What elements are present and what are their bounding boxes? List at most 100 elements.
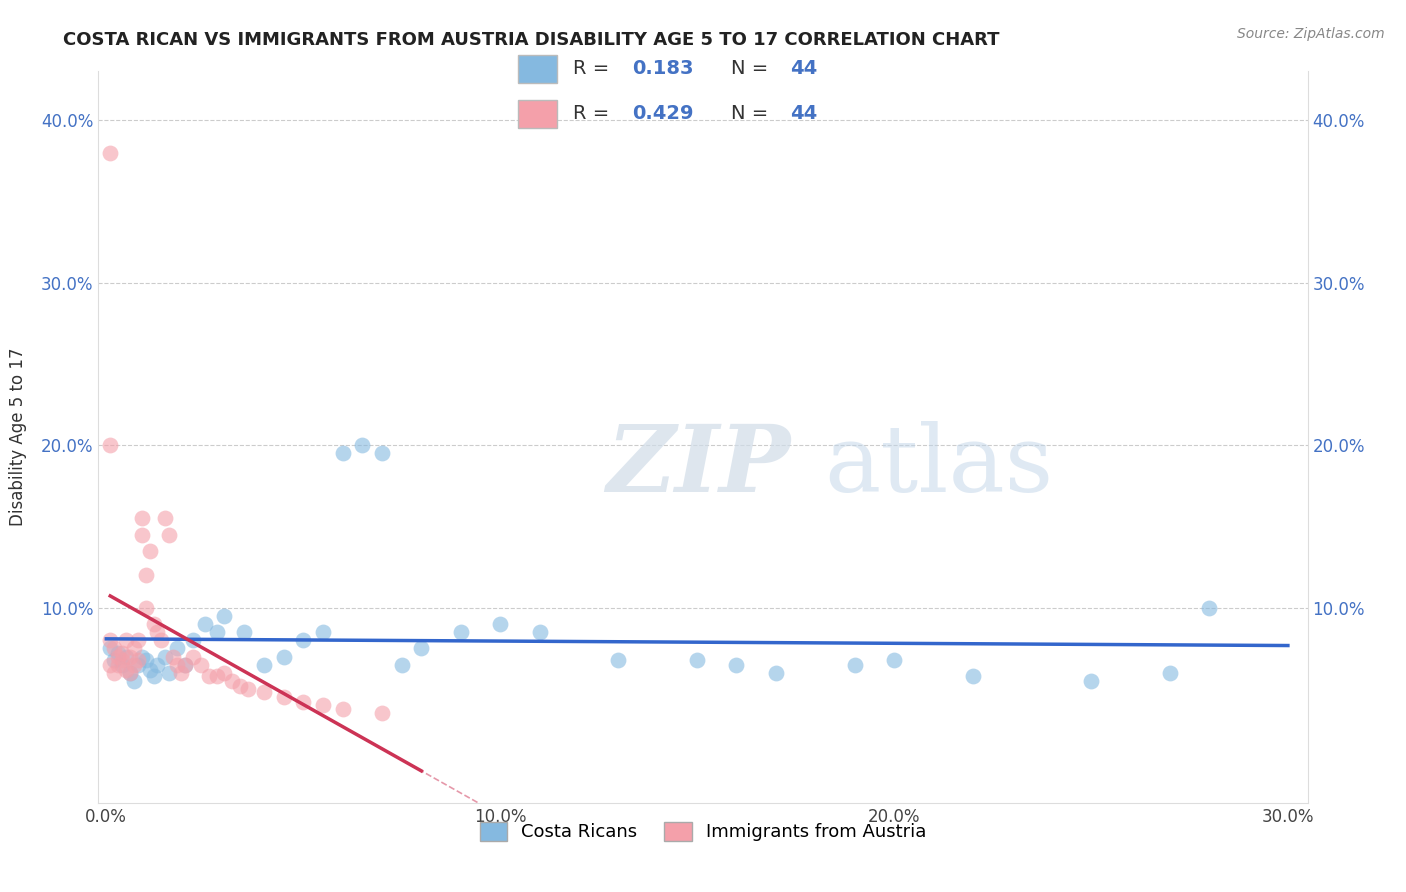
Point xyxy=(214,665,236,680)
Point xyxy=(118,665,141,680)
Point xyxy=(127,653,149,667)
Point xyxy=(221,673,243,688)
Point xyxy=(166,641,188,656)
Point xyxy=(146,625,169,640)
Point xyxy=(181,649,204,664)
Point xyxy=(122,657,145,672)
Point xyxy=(174,657,197,672)
Text: COSTA RICAN VS IMMIGRANTS FROM AUSTRIA DISABILITY AGE 5 TO 17 CORRELATION CHART: COSTA RICAN VS IMMIGRANTS FROM AUSTRIA D… xyxy=(63,31,1000,49)
Text: 0.429: 0.429 xyxy=(633,104,693,123)
Point xyxy=(194,617,217,632)
Point xyxy=(174,657,197,672)
Point xyxy=(157,665,180,680)
Point xyxy=(292,695,315,709)
Point xyxy=(98,657,121,672)
Point xyxy=(98,641,121,656)
Point xyxy=(332,446,354,460)
Point xyxy=(142,669,165,683)
Y-axis label: Disability Age 5 to 17: Disability Age 5 to 17 xyxy=(10,348,27,526)
Point xyxy=(155,649,177,664)
Point xyxy=(844,657,866,672)
Point xyxy=(686,653,709,667)
Point xyxy=(529,625,551,640)
Text: 44: 44 xyxy=(790,104,817,123)
Point xyxy=(253,685,276,699)
Text: 44: 44 xyxy=(790,60,817,78)
Point xyxy=(273,649,295,664)
Text: 0.183: 0.183 xyxy=(633,60,693,78)
Point xyxy=(98,438,121,452)
Point xyxy=(312,698,335,713)
Point xyxy=(181,633,204,648)
Point xyxy=(725,657,748,672)
Point xyxy=(312,625,335,640)
Text: atlas: atlas xyxy=(824,421,1053,511)
Point xyxy=(135,653,157,667)
Point xyxy=(214,608,236,623)
FancyBboxPatch shape xyxy=(517,54,557,83)
Point xyxy=(205,625,228,640)
Point xyxy=(150,633,173,648)
Point xyxy=(1198,600,1220,615)
Point xyxy=(107,649,129,664)
Point xyxy=(371,706,394,721)
Point xyxy=(98,633,121,648)
Point xyxy=(122,673,145,688)
Text: ZIP: ZIP xyxy=(606,421,790,511)
Point xyxy=(253,657,276,672)
Point xyxy=(765,665,787,680)
Point xyxy=(371,446,394,460)
Point xyxy=(127,633,149,648)
Point xyxy=(1080,673,1102,688)
Point xyxy=(155,511,177,525)
Point xyxy=(607,653,630,667)
Point xyxy=(233,625,256,640)
Point xyxy=(118,665,141,680)
Point xyxy=(411,641,433,656)
Point xyxy=(111,646,134,660)
Point xyxy=(197,669,219,683)
Point xyxy=(115,633,138,648)
Point xyxy=(111,653,134,667)
Point xyxy=(115,663,138,677)
Point xyxy=(170,665,193,680)
Point xyxy=(103,653,125,667)
Text: N =: N = xyxy=(731,104,775,123)
Point xyxy=(166,657,188,672)
Point xyxy=(205,669,228,683)
Point xyxy=(142,617,165,632)
Point xyxy=(962,669,984,683)
Point xyxy=(391,657,413,672)
Point xyxy=(127,657,149,672)
Point xyxy=(138,544,160,558)
Point xyxy=(135,568,157,582)
Point xyxy=(162,649,184,664)
Point xyxy=(131,649,153,664)
Point xyxy=(103,641,125,656)
Point xyxy=(190,657,212,672)
Point xyxy=(135,600,157,615)
Point xyxy=(138,663,160,677)
Point xyxy=(131,511,153,525)
Point xyxy=(1159,665,1181,680)
Point xyxy=(450,625,472,640)
Text: R =: R = xyxy=(574,104,616,123)
Point xyxy=(146,657,169,672)
Point xyxy=(103,665,125,680)
Text: N =: N = xyxy=(731,60,775,78)
Point xyxy=(236,681,259,696)
Text: R =: R = xyxy=(574,60,616,78)
Point xyxy=(111,657,134,672)
Point xyxy=(118,649,141,664)
Legend: Costa Ricans, Immigrants from Austria: Costa Ricans, Immigrants from Austria xyxy=(472,814,934,848)
Point xyxy=(107,646,129,660)
Point xyxy=(352,438,374,452)
Point xyxy=(98,145,121,160)
Point xyxy=(883,653,905,667)
Point xyxy=(131,527,153,541)
Point xyxy=(273,690,295,705)
Point xyxy=(157,527,180,541)
Point xyxy=(115,649,138,664)
FancyBboxPatch shape xyxy=(517,100,557,128)
Text: Source: ZipAtlas.com: Source: ZipAtlas.com xyxy=(1237,27,1385,41)
